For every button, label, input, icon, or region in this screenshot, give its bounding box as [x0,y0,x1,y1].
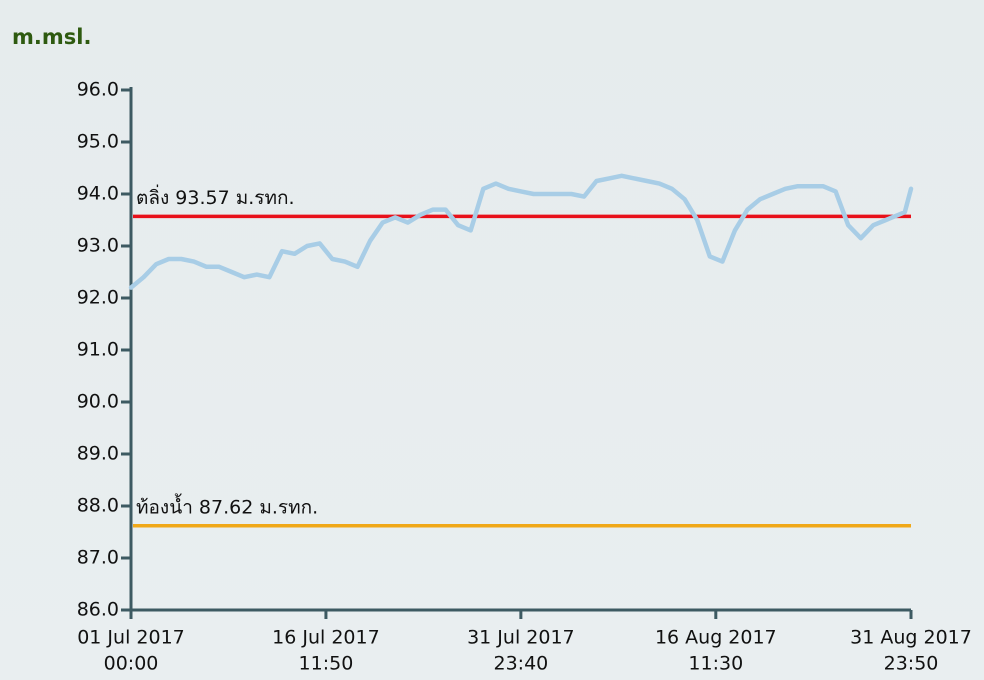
x-tick-label: 16 Jul 2017 [272,627,380,649]
y-tick-label: 94.0 [77,183,119,205]
y-axis-label: m.msl. [12,25,91,49]
y-tick-label: 87.0 [77,547,119,569]
x-tick-label: 23:40 [493,653,548,675]
reference-label: ตลิ่ง 93.57 ม.รทก. [136,184,295,209]
x-tick-label: 11:30 [688,653,743,675]
y-tick-label: 88.0 [77,495,119,517]
x-tick-label: 01 Jul 2017 [77,627,185,649]
reference-label: ท้องน้ำ 87.62 ม.รทก. [136,493,318,518]
x-tick-label: 00:00 [104,653,159,675]
x-tick-label: 31 Jul 2017 [467,627,575,649]
y-tick-label: 95.0 [77,131,119,153]
y-tick-label: 96.0 [77,79,119,101]
y-tick-label: 91.0 [77,339,119,361]
y-tick-label: 90.0 [77,391,119,413]
x-tick-label: 23:50 [884,653,939,675]
x-tick-label: 16 Aug 2017 [655,627,777,649]
x-tick-label: 31 Aug 2017 [850,627,972,649]
y-tick-label: 89.0 [77,443,119,465]
y-tick-label: 93.0 [77,235,119,257]
y-tick-label: 86.0 [77,599,119,621]
data-line [128,173,914,290]
y-tick-label: 92.0 [77,287,119,309]
x-tick-label: 11:50 [299,653,354,675]
